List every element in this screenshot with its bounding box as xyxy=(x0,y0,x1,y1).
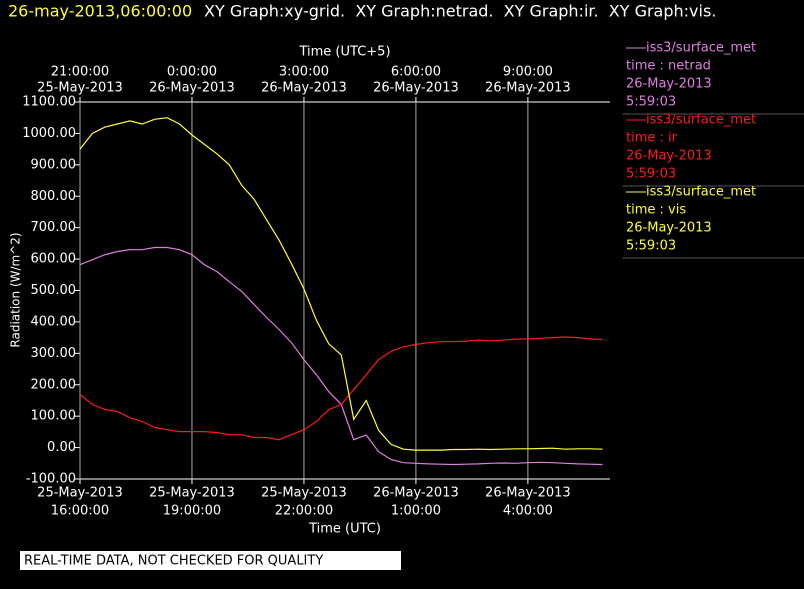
y-tick-label: 0.00 xyxy=(47,440,76,455)
x2-tick-label: 25-May-2013 xyxy=(37,81,123,96)
x-tick-label: 25-May-2013 xyxy=(261,486,347,501)
legend-time: 5:59:03 xyxy=(626,95,676,110)
x2-tick-label: 26-May-2013 xyxy=(485,81,571,96)
x-tick-label: 26-May-2013 xyxy=(485,486,571,501)
y-axis-title: Radiation (W/m^2) xyxy=(9,232,23,347)
series-line xyxy=(79,336,603,441)
x-tick-label: 25-May-2013 xyxy=(37,486,123,501)
y-tick-label: -100.00 xyxy=(26,472,76,487)
x2-tick-label: 0:00:00 xyxy=(167,65,217,80)
y-tick-label: 1100.00 xyxy=(22,95,76,110)
y-tick-label: 100.00 xyxy=(31,409,77,424)
x-tick-label: 19:00:00 xyxy=(163,504,221,519)
legend-name: iss3/surface_met xyxy=(646,113,756,128)
y-tick-label: 300.00 xyxy=(31,346,77,361)
legend-variable: time : vis xyxy=(626,203,686,218)
legend-time: 5:59:03 xyxy=(626,239,676,254)
note-box xyxy=(20,551,401,570)
y-tick-label: 500.00 xyxy=(31,283,77,298)
y-tick-label: 800.00 xyxy=(31,189,77,204)
y-tick-label: 1000.00 xyxy=(22,126,76,141)
series-line xyxy=(79,117,603,451)
legend-name: iss3/surface_met xyxy=(646,41,756,56)
y-tick-label: 700.00 xyxy=(31,220,77,235)
x-axis-title: Time (UTC) xyxy=(308,522,381,537)
x2-tick-label: 6:00:00 xyxy=(391,65,441,80)
x2-tick-label: 21:00:00 xyxy=(51,65,109,80)
y-tick-label: 600.00 xyxy=(31,252,77,267)
x2-tick-label: 26-May-2013 xyxy=(373,81,459,96)
legend-variable: time : ir xyxy=(626,131,678,146)
legend-variable: time : netrad xyxy=(626,59,711,74)
x2-tick-label: 26-May-2013 xyxy=(261,81,347,96)
x2-tick-label: 26-May-2013 xyxy=(149,81,235,96)
y-tick-label: 400.00 xyxy=(31,314,77,329)
chart-title: 26-may-2013,06:00:00 xyxy=(8,2,192,21)
x-tick-label: 26-May-2013 xyxy=(373,486,459,501)
x2-tick-label: 9:00:00 xyxy=(503,65,553,80)
x-tick-label: 25-May-2013 xyxy=(149,486,235,501)
x-tick-label: 1:00:00 xyxy=(391,504,441,519)
legend-date: 26-May-2013 xyxy=(626,149,712,164)
chart-subtitle: XY Graph:xy-grid. XY Graph:netrad. XY Gr… xyxy=(204,2,716,21)
legend-date: 26-May-2013 xyxy=(626,77,712,92)
note: REAL-TIME DATA, NOT CHECKED FOR QUALITY xyxy=(24,554,323,569)
legend-time: 5:59:03 xyxy=(626,167,676,182)
x-tick-label: 16:00:00 xyxy=(51,504,109,519)
y-tick-label: 200.00 xyxy=(31,377,77,392)
legend-date: 26-May-2013 xyxy=(626,221,712,236)
y-tick-label: 900.00 xyxy=(31,157,77,172)
legend-name: iss3/surface_met xyxy=(646,185,756,200)
x2-tick-label: 3:00:00 xyxy=(279,65,329,80)
x2-axis-title: Time (UTC+5) xyxy=(298,45,390,60)
x-tick-label: 22:00:00 xyxy=(275,504,333,519)
x-tick-label: 4:00:00 xyxy=(503,504,553,519)
